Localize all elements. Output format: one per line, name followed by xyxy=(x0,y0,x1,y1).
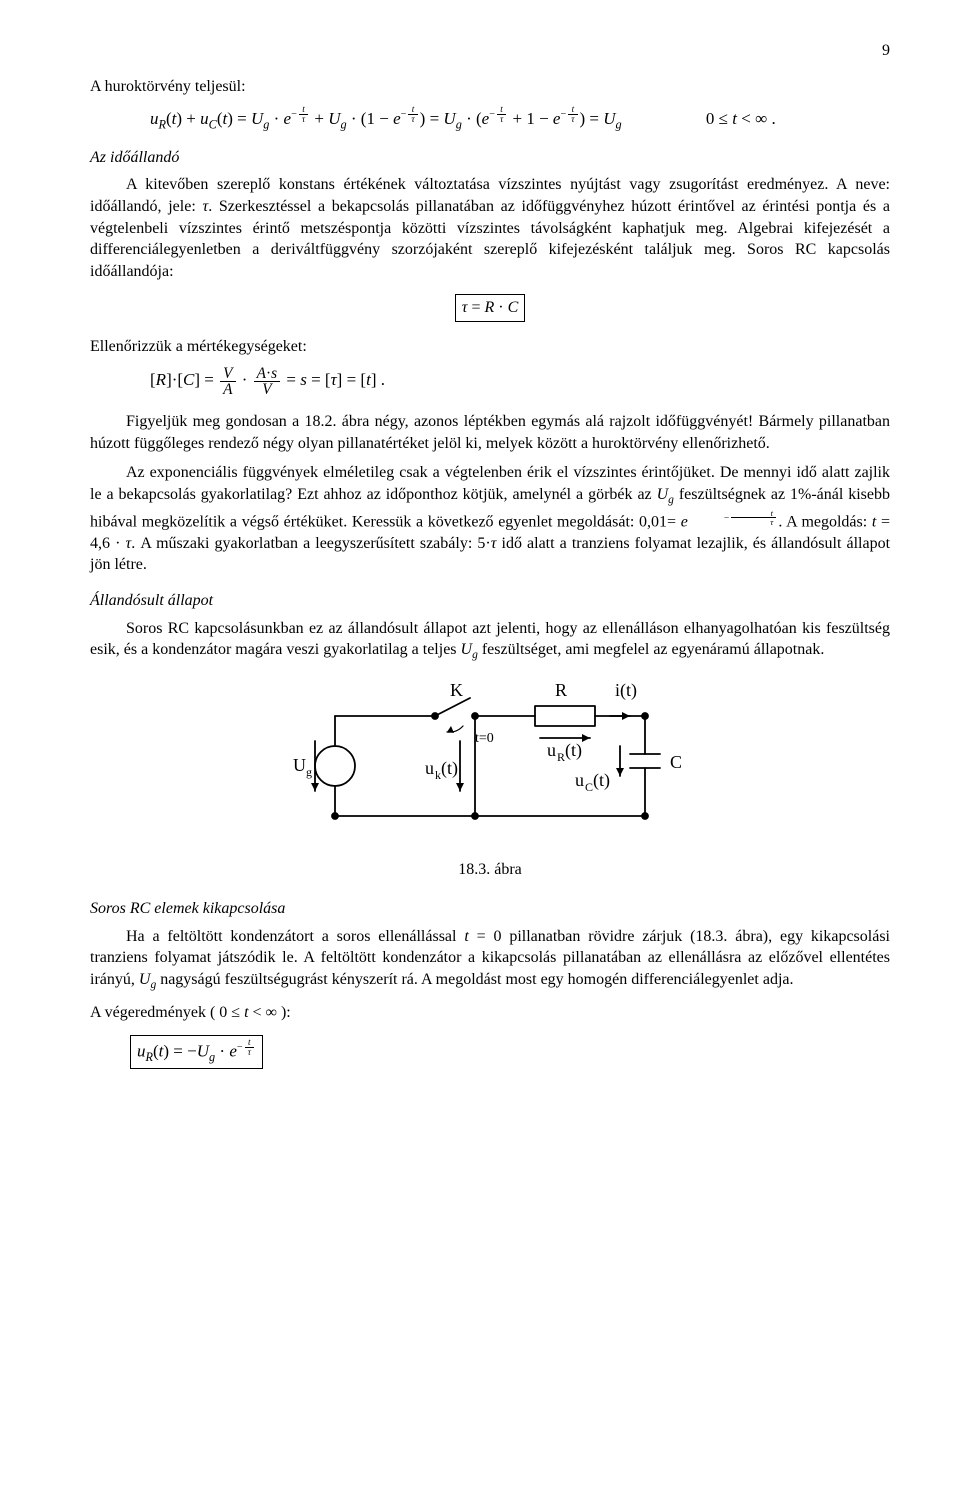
svg-text:K: K xyxy=(450,680,463,700)
svg-text:R: R xyxy=(555,680,567,700)
fig-caption: 18.3. ábra xyxy=(90,859,890,881)
svg-text:u: u xyxy=(575,770,584,790)
eq-hurok: uR(t) + uC(t) = Ug · e−tτ + Ug · (1 − e−… xyxy=(150,105,890,133)
heading-allandosult: Állandósult állapot xyxy=(90,590,890,612)
para-dimcheck-intro: Ellenőrizzük a mértékegységeket: xyxy=(90,336,890,358)
text-p7: A végeredmények ( xyxy=(90,1004,219,1021)
svg-text:g: g xyxy=(306,765,312,779)
text-p4c: . A megoldás: xyxy=(778,513,872,530)
para-allandosult: Soros RC kapcsolásunkban ez az állandósu… xyxy=(90,618,890,664)
svg-text:i(t): i(t) xyxy=(615,680,637,701)
svg-text:U: U xyxy=(293,755,306,775)
heading-kikapcsolas: Soros RC elemek kikapcsolása xyxy=(90,898,890,920)
svg-text:C: C xyxy=(585,780,593,794)
svg-text:(t): (t) xyxy=(441,758,458,779)
text-p6c: nagyságú feszültségugrást kényszerít rá.… xyxy=(156,971,793,988)
svg-text:(t): (t) xyxy=(565,740,582,761)
svg-text:u: u xyxy=(425,758,434,778)
page-number: 9 xyxy=(90,40,890,62)
svg-text:u: u xyxy=(547,740,556,760)
text-p1b: . Szerkesztéssel a bekapcsolás pillanatá… xyxy=(90,198,890,280)
text-p6a: Ha a feltöltött kondenzátort a soros ell… xyxy=(126,928,464,945)
svg-text:R: R xyxy=(557,750,565,764)
para-ido-1: A kitevőben szereplő konstans értékének … xyxy=(90,174,890,282)
heading-idoallando: Az időállandó xyxy=(90,147,890,169)
para-vegeredmeny: A végeredmények ( 0 ≤ t < ∞ ): xyxy=(90,1002,890,1024)
svg-text:C: C xyxy=(670,752,682,772)
heading-hurok: A huroktörvény teljesül: xyxy=(90,76,890,98)
text-p4d: . A műszaki gyakorlatban a leegyszerűsít… xyxy=(131,535,477,552)
eq-ur-final: uR(t) = −Ug · e−tτ xyxy=(130,1031,890,1073)
para-fig182: Figyeljük meg gondosan a 18.2. ábra négy… xyxy=(90,411,890,454)
eq-tau-box: τ = R · C xyxy=(90,290,890,326)
circuit-diagram: Ug uk(t) K t=0 R i(t) uR(t) uC(t) C xyxy=(90,676,890,853)
para-kikapcs: Ha a feltöltött kondenzátort a soros ell… xyxy=(90,926,890,994)
eq-dimcheck: [R]·[C] = VA · A·sV = s = [τ] = [t] . xyxy=(150,366,890,398)
svg-text:t=0: t=0 xyxy=(475,731,494,746)
svg-text:(t): (t) xyxy=(593,770,610,791)
text-p7b: ): xyxy=(277,1004,291,1021)
text-p5b: feszültséget, ami megfelel az egyenáramú… xyxy=(478,641,825,658)
para-exp: Az exponenciális függvények elméletileg … xyxy=(90,462,890,576)
